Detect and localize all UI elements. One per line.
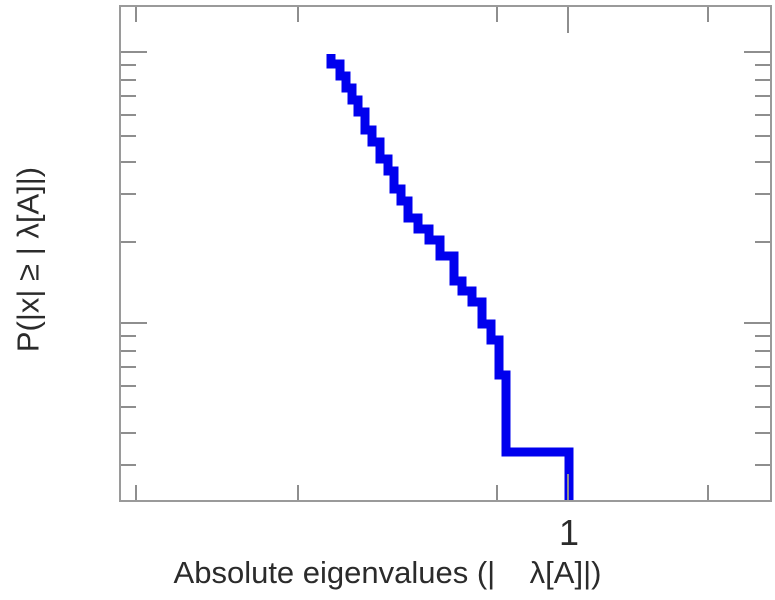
x-tick-top-minor-0p5 — [297, 7, 299, 22]
y-tick-minor-9e-1 — [121, 64, 136, 66]
x-tick-minor-0p5 — [297, 485, 299, 500]
y-tick-right-minor-5e-2 — [755, 406, 770, 408]
x-tick-minor-0p8 — [496, 485, 498, 500]
y-tick-right-minor-3e-1 — [755, 193, 770, 195]
y-tick-minor-2e-1 — [121, 241, 136, 243]
y-tick-major-1e-1 — [121, 322, 147, 324]
y-tick-right-minor-4e-1 — [755, 161, 770, 163]
y-tick-right-minor-3e-2 — [755, 464, 770, 466]
y-tick-minor-9e-2 — [121, 335, 136, 337]
y-tick-right-minor-8e-1 — [755, 79, 770, 81]
y-tick-right-major-1e0 — [744, 51, 770, 53]
y-tick-minor-4e-2 — [121, 432, 136, 434]
y-tick-right-minor-8e-2 — [755, 350, 770, 352]
x-tick-label-1: 1 — [558, 512, 580, 553]
y-tick-right-minor-6e-2 — [755, 385, 770, 387]
x-axis-title: Absolute eigenvalues (| λ[A]|) — [173, 555, 602, 590]
x-tick-top-major-1 — [567, 7, 569, 33]
x-tick-major-1 — [567, 474, 569, 500]
y-tick-right-minor-2e-1 — [755, 241, 770, 243]
x-tick-top-minor-1p5 — [707, 7, 709, 22]
y-tick-minor-8e-2 — [121, 350, 136, 352]
y-axis-title: P(|x| ≥ | λ[A]|) — [10, 166, 46, 353]
y-tick-right-minor-7e-1 — [755, 95, 770, 97]
y-tick-minor-5e-2 — [121, 406, 136, 408]
data-series-svg — [326, 54, 574, 500]
y-tick-right-minor-7e-2 — [755, 366, 770, 368]
y-tick-minor-8e-1 — [121, 79, 136, 81]
y-tick-minor-6e-2 — [121, 385, 136, 387]
y-tick-minor-5e-1 — [121, 135, 136, 137]
y-tick-right-minor-4e-2 — [755, 432, 770, 434]
x-tick-minor-1p5 — [707, 485, 709, 500]
x-tick-top-minor-0p8 — [496, 7, 498, 22]
x-tick-top-minor-0p3 — [135, 7, 137, 22]
y-tick-minor-3e-1 — [121, 193, 136, 195]
y-tick-right-minor-5e-1 — [755, 135, 770, 137]
y-tick-right-minor-9e-1 — [755, 64, 770, 66]
y-tick-minor-6e-1 — [121, 114, 136, 116]
x-tick-minor-0p3 — [135, 485, 137, 500]
y-tick-right-minor-6e-1 — [755, 114, 770, 116]
y-tick-right-minor-9e-2 — [755, 335, 770, 337]
y-tick-right-major-1e-1 — [744, 322, 770, 324]
plot-box: 100 10-1 1 — [119, 5, 772, 551]
y-tick-minor-4e-1 — [121, 161, 136, 163]
y-tick-major-1e0 — [121, 51, 147, 53]
ccdf-step-curve — [326, 54, 574, 500]
plot-area — [121, 7, 770, 500]
y-tick-minor-3e-2 — [121, 464, 136, 466]
y-tick-minor-7e-2 — [121, 366, 136, 368]
y-tick-minor-7e-1 — [121, 95, 136, 97]
